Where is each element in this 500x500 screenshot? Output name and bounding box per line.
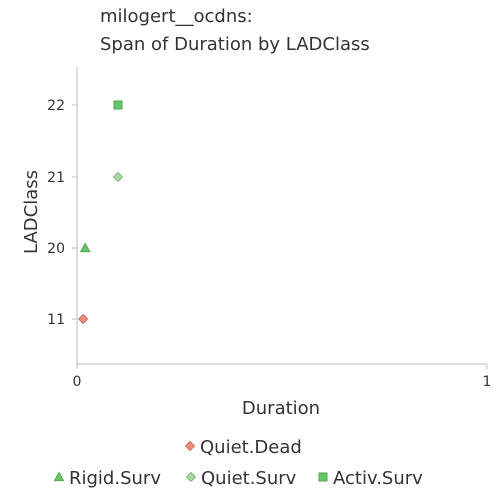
y-axis-ticks: 11 20 21 22 [47, 98, 77, 328]
x-tick-label: 1 [483, 374, 492, 390]
data-point-activ-surv [113, 100, 123, 110]
data-points [77, 100, 124, 325]
data-point-quiet-dead [77, 313, 89, 325]
legend-label: Quiet.Dead [200, 437, 302, 458]
y-tick-label: 20 [47, 241, 65, 257]
legend-label: Activ.Surv [333, 468, 423, 489]
legend-marker-rigid-surv [53, 471, 65, 482]
x-axis-label: Duration [242, 398, 320, 419]
legend-label: Quiet.Surv [201, 468, 297, 489]
data-point-quiet-surv [112, 171, 124, 183]
chart-title-line-1: milogert__ocdns: [100, 6, 253, 27]
data-point-rigid-surv [79, 242, 91, 253]
legend-marker-quiet-surv [185, 471, 197, 483]
chart-title-line-2: Span of Duration by LADClass [100, 34, 370, 55]
legend-marker-activ-surv [318, 472, 328, 482]
chart-title: milogert__ocdns: Span of Duration by LAD… [100, 6, 370, 55]
legend: Quiet.Dead Rigid.Surv Quiet.Surv Activ.Surv [53, 437, 423, 489]
x-tick-label: 0 [73, 374, 82, 390]
legend-label: Rigid.Surv [69, 468, 161, 489]
y-axis-label: LADClass [21, 170, 42, 254]
y-tick-label: 22 [47, 98, 65, 114]
legend-marker-quiet-dead [184, 440, 196, 452]
y-tick-label: 21 [47, 170, 65, 186]
y-tick-label: 11 [47, 312, 65, 328]
